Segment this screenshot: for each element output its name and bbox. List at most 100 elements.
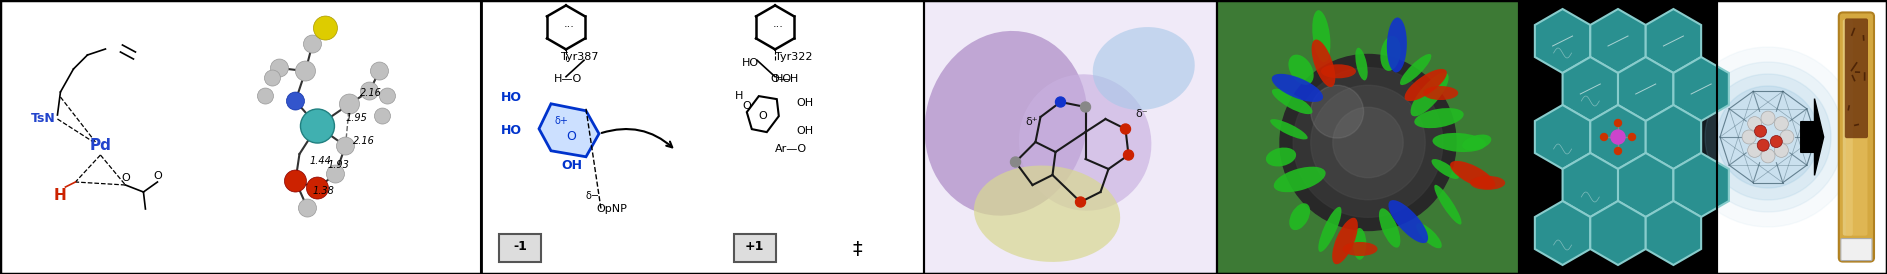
Polygon shape <box>1591 9 1645 73</box>
Text: H—O: H—O <box>555 74 583 84</box>
Polygon shape <box>1591 201 1645 265</box>
Ellipse shape <box>1449 161 1495 189</box>
Ellipse shape <box>1332 218 1359 264</box>
Ellipse shape <box>1319 207 1342 252</box>
Ellipse shape <box>1470 176 1506 190</box>
Ellipse shape <box>1387 18 1408 73</box>
Ellipse shape <box>1404 69 1447 101</box>
Ellipse shape <box>1413 108 1464 128</box>
Circle shape <box>1779 130 1795 144</box>
Circle shape <box>1755 125 1766 137</box>
Circle shape <box>370 62 389 80</box>
Ellipse shape <box>1311 10 1330 62</box>
Circle shape <box>317 20 334 36</box>
Ellipse shape <box>1342 242 1378 256</box>
Text: HO: HO <box>776 74 793 84</box>
Ellipse shape <box>1379 208 1400 248</box>
Text: Pd: Pd <box>89 138 111 153</box>
Circle shape <box>270 59 289 77</box>
Ellipse shape <box>1272 89 1313 114</box>
Circle shape <box>1123 150 1134 160</box>
Ellipse shape <box>1272 74 1323 102</box>
Text: δ⁻: δ⁻ <box>1136 109 1147 119</box>
Circle shape <box>360 82 379 100</box>
Circle shape <box>1747 143 1762 157</box>
Circle shape <box>1747 117 1762 131</box>
Circle shape <box>1615 147 1621 155</box>
Text: OH: OH <box>796 126 813 136</box>
Text: HO: HO <box>502 91 523 104</box>
Circle shape <box>300 109 334 143</box>
Polygon shape <box>1617 57 1674 121</box>
Ellipse shape <box>1311 39 1336 87</box>
Ellipse shape <box>1415 223 1442 248</box>
Polygon shape <box>1534 105 1591 169</box>
Polygon shape <box>1674 153 1728 217</box>
Circle shape <box>1761 111 1776 125</box>
Text: 2.16: 2.16 <box>359 88 381 98</box>
Circle shape <box>1742 130 1757 144</box>
Bar <box>0 0 481 274</box>
Text: OH: OH <box>796 98 813 108</box>
Ellipse shape <box>1270 119 1308 139</box>
Circle shape <box>304 35 321 53</box>
Circle shape <box>306 177 328 199</box>
Circle shape <box>340 94 359 114</box>
Ellipse shape <box>1321 64 1357 78</box>
Circle shape <box>287 92 304 110</box>
Bar <box>734 234 776 262</box>
Circle shape <box>1706 74 1830 200</box>
Ellipse shape <box>1274 167 1327 192</box>
FancyBboxPatch shape <box>1838 12 1874 262</box>
Text: ‡: ‡ <box>853 241 862 259</box>
Ellipse shape <box>1434 185 1462 225</box>
Polygon shape <box>1645 201 1702 265</box>
Circle shape <box>1717 86 1819 188</box>
Circle shape <box>1293 68 1444 217</box>
Polygon shape <box>1645 105 1702 169</box>
Polygon shape <box>1591 105 1645 169</box>
Text: Ar—O: Ar—O <box>776 144 808 154</box>
Text: HO: HO <box>742 58 759 68</box>
Ellipse shape <box>1432 159 1459 179</box>
FancyBboxPatch shape <box>1845 18 1868 138</box>
FancyBboxPatch shape <box>1842 239 1872 261</box>
Bar <box>498 234 542 262</box>
Text: δ−: δ− <box>587 191 600 201</box>
Text: O: O <box>121 173 130 183</box>
Text: H: H <box>734 91 743 101</box>
Circle shape <box>1774 143 1789 157</box>
Polygon shape <box>1674 57 1728 121</box>
Bar <box>481 0 925 274</box>
Text: 1.93: 1.93 <box>328 160 349 170</box>
Text: ...: ... <box>564 19 576 29</box>
Circle shape <box>379 88 396 104</box>
Circle shape <box>296 61 315 81</box>
Circle shape <box>1611 130 1625 144</box>
FancyBboxPatch shape <box>1845 19 1868 236</box>
Text: Tyr322: Tyr322 <box>776 52 813 62</box>
Polygon shape <box>1534 9 1591 73</box>
Ellipse shape <box>1289 203 1310 230</box>
Text: 2.16: 2.16 <box>353 136 374 146</box>
Circle shape <box>1081 102 1091 112</box>
Circle shape <box>1600 133 1608 141</box>
Circle shape <box>326 165 345 183</box>
Polygon shape <box>1617 153 1674 217</box>
Circle shape <box>1076 197 1085 207</box>
Circle shape <box>285 170 306 192</box>
Text: Tyr387: Tyr387 <box>560 52 598 62</box>
Text: O: O <box>743 101 751 111</box>
Text: ...: ... <box>774 19 783 29</box>
Ellipse shape <box>1266 147 1296 166</box>
Text: +1: +1 <box>745 241 764 253</box>
Ellipse shape <box>1355 48 1368 80</box>
Text: HO: HO <box>502 124 523 137</box>
Ellipse shape <box>1093 27 1194 110</box>
Bar <box>1519 0 1717 274</box>
Ellipse shape <box>1381 36 1400 71</box>
Circle shape <box>1628 133 1636 141</box>
Circle shape <box>1678 47 1859 227</box>
Text: OH: OH <box>560 159 581 172</box>
Polygon shape <box>1562 153 1617 217</box>
